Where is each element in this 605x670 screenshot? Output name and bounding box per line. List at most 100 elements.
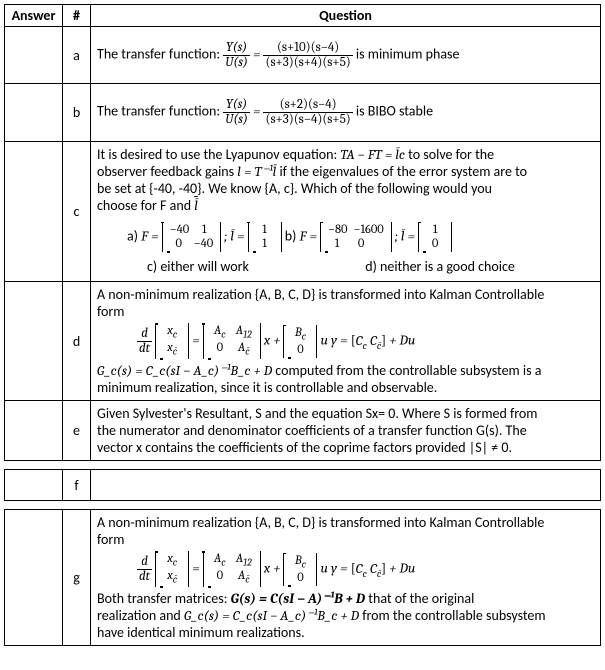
answer-cell-g [5,510,63,646]
question-e: Given Sylvester's Resultant, S and the e… [91,401,601,461]
question-d: A non-minimum realization {A, B, C, D} i… [91,282,601,401]
question-table-3: g A non-minimum realization {A, B, C, D}… [4,509,601,646]
row-g: g A non-minimum realization {A, B, C, D}… [5,510,601,646]
b-rhs-den: (s+3)(s−4)(s+5) [263,113,352,127]
row-a: a The transfer function: Y(s) U(s) = (s+… [5,27,601,84]
text-a-post: is minimum phase [356,45,460,62]
question-c: It is desired to use the Lyapunov equati… [91,141,601,282]
g-l5: have identical minimum realizations. [97,624,594,641]
g-xvec: xc xc̄ [155,551,189,587]
c-semi-a: ; l̄ = [224,227,247,244]
Fb12: −1600 [351,223,387,237]
answer-cell-c [5,141,63,282]
c-l1b: to solve for the [405,146,494,163]
la1: 1 [253,223,277,237]
d-ddt-d: dt [137,342,152,356]
b-rhs-num: (s+2)(s−4) [263,98,352,113]
row-c: c It is desired to use the Lyapunov equa… [5,141,601,282]
answer-cell-f [5,470,63,501]
e-l1: Given Sylvester's Resultant, S and the e… [97,405,594,422]
b-lhs-den: U(s) [223,113,250,127]
d-l3a: G_c(s) = C_c(sI − A_c)⁻¹B_c + D [97,362,272,379]
c-opt-c: c) either will work [147,258,249,275]
d-l2: form [97,303,594,320]
answer-cell-b [5,84,63,141]
Fa22: −40 [191,237,217,251]
c-semi-b: ; l̄ = [395,227,418,244]
c-l2a: observer feedback gains [97,163,237,180]
frac-b-lhs: Y(s) U(s) [223,98,250,126]
lb1: 1 [423,223,447,237]
c-F-eq-b: F = [300,227,321,244]
a-lhs-den: U(s) [223,56,250,70]
header-question: Question [91,5,601,27]
g-ddt-n: d [137,555,152,570]
d-l3b: computed from the controllable subsystem… [272,362,541,379]
question-a: The transfer function: Y(s) U(s) = (s+10… [91,27,601,84]
a-rhs-den: (s+3)(s+4)(s+5) [263,56,352,70]
Fb21: 1 [325,237,349,251]
a-lhs-num: Y(s) [223,41,250,56]
d-Bmat: Bc 0 [283,325,317,358]
question-f [91,470,601,501]
label-e: e [63,401,91,461]
g-l4: realization and G_c(s) = C_c(sI − A_c)⁻¹… [97,607,594,624]
d-l1: A non-minimum realization {A, B, C, D} i… [97,286,594,303]
c-l2b: if the eigenvalues of the error system a… [276,163,527,180]
frac-a-rhs: (s+10)(s−4) (s+3)(s+4)(s+5) [263,41,352,69]
e-l2: the numerator and denominator coefficien… [97,422,594,439]
label-b: b [63,84,91,141]
c-line4: choose for F and l̄ [97,197,594,214]
c-line2: observer feedback gains l = T⁻¹l̄ if the… [97,163,594,180]
Fb22: 0 [349,237,373,251]
c-options-cd: c) either will work d) neither is a good… [147,258,594,275]
d-Amat: AcA12 0Ac̄ [203,323,261,359]
frac-a-lhs: Y(s) U(s) [223,41,250,69]
label-f: f [63,470,91,501]
question-b: The transfer function: Y(s) U(s) = (s+2)… [91,84,601,141]
c-l4: choose for F and [97,197,194,214]
g-l3: Both transfer matrices: G(s) = C(sI − A)… [97,590,594,607]
g-eq: d dt xc xc̄ = AcA12 0Ac̄ x + Bc 0 u [137,551,594,587]
answer-cell-e [5,401,63,461]
row-d: d A non-minimum realization {A, B, C, D}… [5,282,601,401]
g-l4a: realization and [97,607,184,624]
d-ddt-n: d [137,327,152,342]
frac-b-rhs: (s+2)(s−4) (s+3)(s−4)(s+5) [263,98,352,126]
g-boldeq: G(s) = C(sI − A)⁻¹B + D [231,590,365,607]
c-F-eq-a: F = [141,227,162,244]
c-opt-a-label: a) [127,227,141,244]
Fb11: −80 [325,223,350,237]
answer-cell-a [5,27,63,84]
c-opt-d: d) neither is a good choice [365,258,515,275]
row-b: b The transfer function: Y(s) U(s) = (s+… [5,84,601,141]
c-l1a: It is desired to use the Lyapunov equati… [97,146,340,163]
g-ddt-d: dt [137,570,152,584]
c-matrix-la: 1 1 [248,222,282,253]
label-c: c [63,141,91,282]
lb2: 0 [423,237,447,251]
answer-cell-d [5,282,63,401]
eq-sign-b: = [253,103,264,120]
text-a-pre: The transfer function: [97,45,223,62]
d-l4: minimum realization, since it is control… [97,379,594,396]
question-table-2: f [4,469,601,501]
row-e: e Given Sylvester's Resultant, S and the… [5,401,601,461]
header-row: Answer # Question [5,5,601,27]
Fa11: −40 [167,223,193,237]
d-eq: d dt xc xc̄ = AcA12 0Ac̄ x + Bc 0 u [137,323,594,359]
la2: 1 [253,237,277,251]
question-g: A non-minimum realization {A, B, C, D} i… [91,510,601,646]
question-table-1: Answer # Question a The transfer functio… [4,4,601,461]
c-line1: It is desired to use the Lyapunov equati… [97,146,594,163]
c-eq1: TA − FT = l̄c [340,146,405,163]
e-l3: vector x contains the coefficients of th… [97,439,594,456]
d-l3: G_c(s) = C_c(sI − A_c)⁻¹B_c + D computed… [97,362,594,379]
c-options-ab: a) F = −40 1 0 −40 ; l̄ = 1 1 b) F = −80−1… [127,222,594,253]
g-ddt: d dt [137,555,152,583]
g-l3a: Both transfer matrices: [97,590,231,607]
c-opt-b-label: b) [285,227,300,244]
label-g: g [63,510,91,646]
eq-sign-a: = [253,45,264,62]
row-f: f [5,470,601,501]
